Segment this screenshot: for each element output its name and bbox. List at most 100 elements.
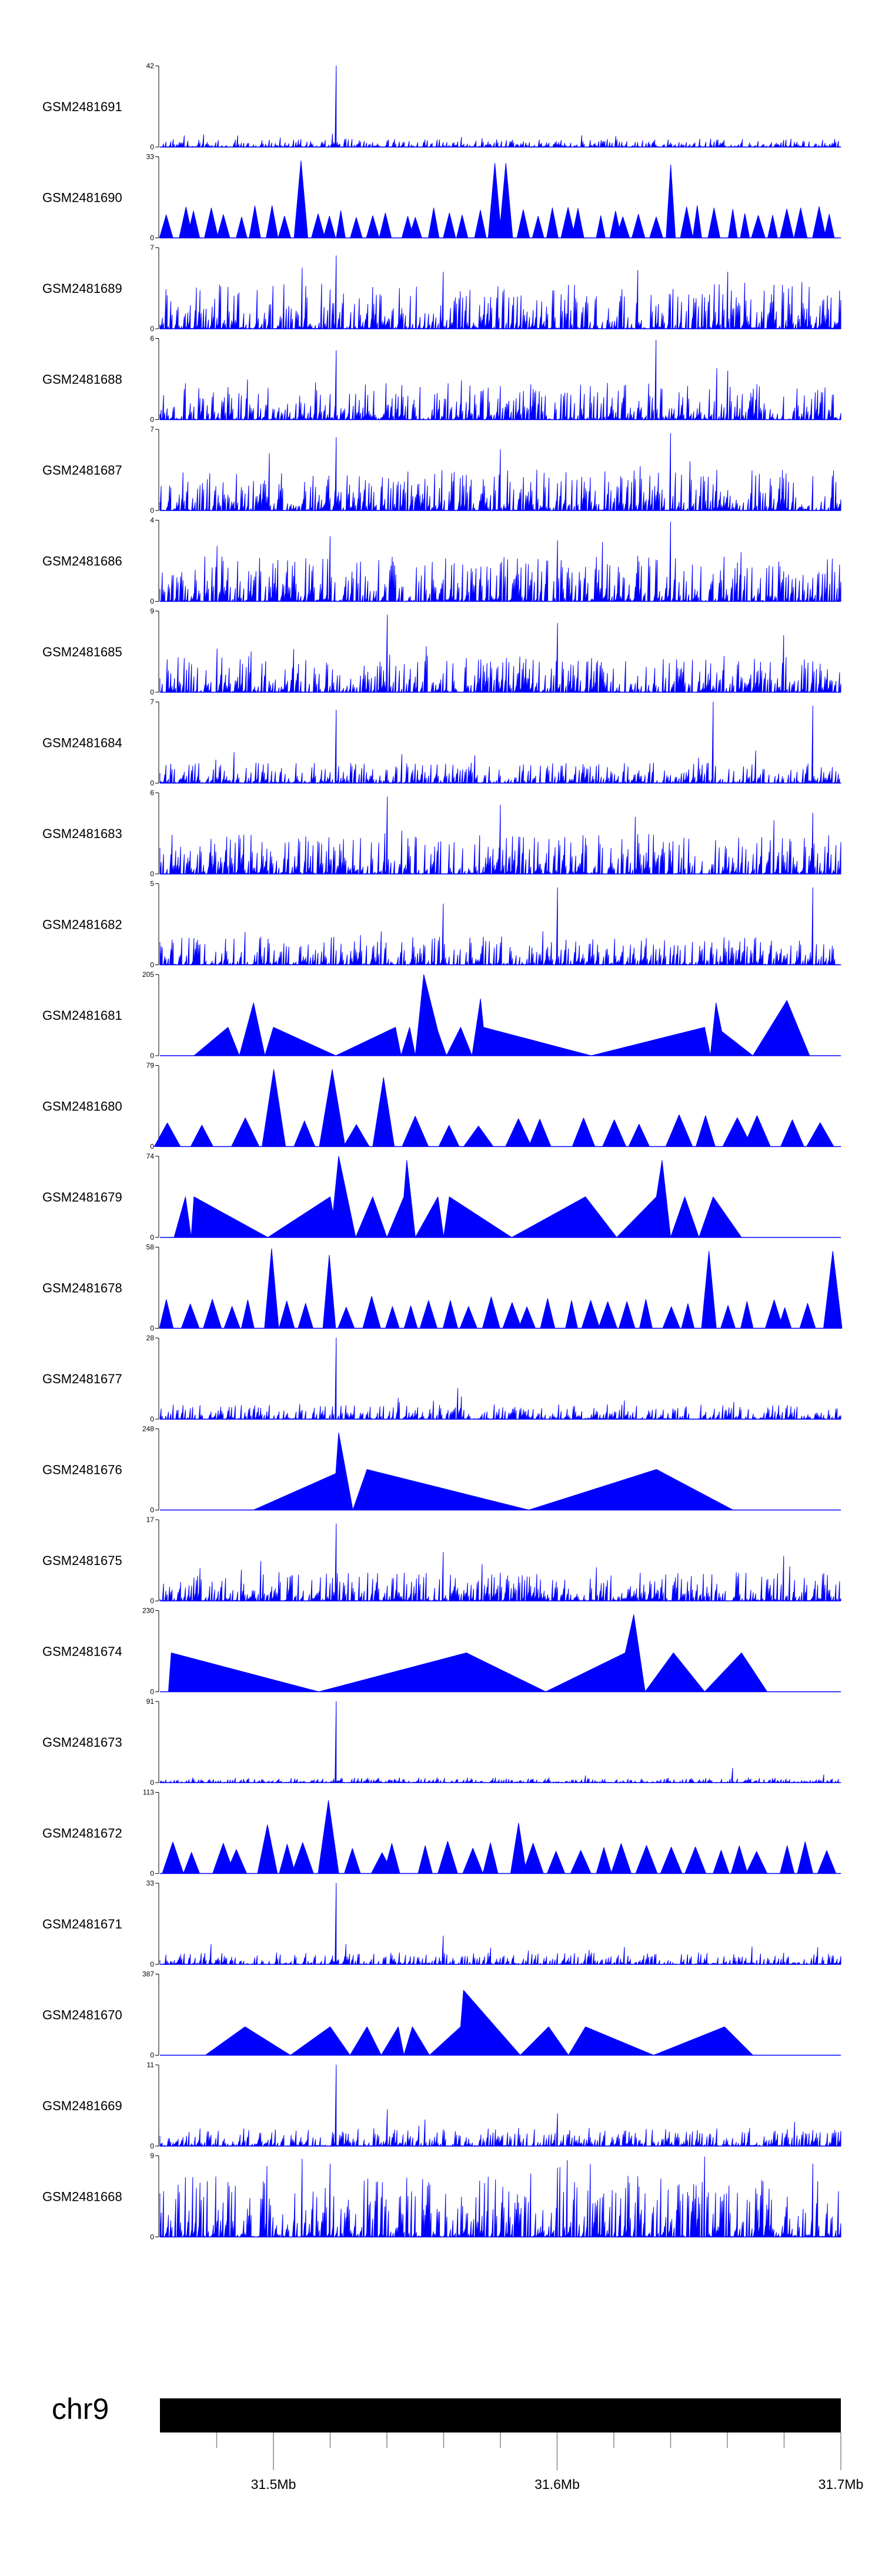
track-GSM2481688: GSM2481688 6 0 <box>42 335 841 424</box>
track-label: GSM2481674 <box>42 1644 122 1659</box>
coverage-area <box>253 1432 734 1510</box>
track-label: GSM2481685 <box>42 645 122 659</box>
track-GSM2481672: GSM2481672 113 0 <box>42 1788 841 1878</box>
y-tick-label-zero: 0 <box>150 2051 154 2060</box>
track-GSM2481690: GSM2481690 33 0 <box>42 153 841 242</box>
track-label: GSM2481673 <box>42 1735 122 1750</box>
y-tick-label-zero: 0 <box>150 506 154 515</box>
track-GSM2481684: GSM2481684 7 0 <box>42 698 841 788</box>
track-GSM2481681: GSM2481681 205 0 <box>42 970 841 1060</box>
track-label: GSM2481688 <box>42 372 122 387</box>
y-tick-label-max: 33 <box>146 1879 155 1887</box>
track-label: GSM2481668 <box>42 2190 122 2204</box>
y-tick-label-zero: 0 <box>150 1143 154 1151</box>
y-tick-label-zero: 0 <box>150 1415 154 1423</box>
coverage-area <box>159 1337 841 1420</box>
track-label: GSM2481691 <box>42 99 122 114</box>
y-tick-label-max: 17 <box>146 1516 155 1524</box>
track-label: GSM2481680 <box>42 1099 122 1114</box>
y-tick-label-max: 28 <box>146 1334 155 1342</box>
y-tick-label-zero: 0 <box>150 2233 154 2241</box>
chromosome-label: chr9 <box>52 2393 109 2425</box>
y-tick-label-zero: 0 <box>150 688 154 696</box>
y-tick-label-max: 9 <box>150 2152 154 2160</box>
y-tick-label-zero: 0 <box>150 1870 154 1878</box>
track-GSM2481668: GSM2481668 9 0 <box>42 2152 841 2241</box>
track-GSM2481676: GSM2481676 248 0 <box>42 1425 841 1514</box>
x-tick-label: 31.6Mb <box>534 2477 580 2492</box>
y-tick-label-max: 79 <box>146 1062 155 1070</box>
track-label: GSM2481670 <box>42 2008 122 2023</box>
y-tick-label-zero: 0 <box>150 325 154 333</box>
y-tick-label-zero: 0 <box>150 2142 154 2150</box>
x-tick-label: 31.5Mb <box>251 2477 296 2492</box>
track-GSM2481687: GSM2481687 7 0 <box>42 425 841 515</box>
y-tick-label-zero: 0 <box>150 1597 154 1605</box>
y-tick-label-max: 7 <box>150 243 154 252</box>
track-label: GSM2481672 <box>42 1826 122 1841</box>
y-tick-label-max: 230 <box>142 1607 154 1615</box>
track-GSM2481671: GSM2481671 33 0 <box>42 1879 841 1968</box>
track-label: GSM2481684 <box>42 736 122 750</box>
track-GSM2481689: GSM2481689 7 0 <box>42 243 841 333</box>
track-label: GSM2481682 <box>42 917 122 932</box>
y-tick-label-zero: 0 <box>150 1233 154 1242</box>
track-GSM2481669: GSM2481669 11 0 <box>42 2061 841 2150</box>
track-label: GSM2481675 <box>42 1553 122 1568</box>
track-GSM2481685: GSM2481685 9 0 <box>42 607 841 696</box>
y-tick-label-max: 74 <box>146 1152 155 1160</box>
coverage-area <box>159 2064 841 2147</box>
track-GSM2481677: GSM2481677 28 0 <box>42 1334 841 1423</box>
y-tick-label-max: 4 <box>150 516 154 525</box>
track-label: GSM2481690 <box>42 191 122 205</box>
y-tick-label-max: 6 <box>150 789 154 797</box>
y-tick-label-max: 33 <box>146 153 155 161</box>
x-tick-label: 31.7Mb <box>818 2477 864 2492</box>
y-tick-label-zero: 0 <box>150 1778 154 1787</box>
y-tick-label-max: 91 <box>146 1697 155 1706</box>
coverage-area <box>173 1156 742 1238</box>
track-GSM2481682: GSM2481682 5 0 <box>42 880 841 969</box>
coverage-area <box>159 2156 841 2237</box>
track-GSM2481675: GSM2481675 17 0 <box>42 1516 841 1605</box>
y-tick-label-max: 11 <box>147 2061 155 2069</box>
track-label: GSM2481679 <box>42 1190 122 1204</box>
track-label: GSM2481671 <box>42 1917 122 1931</box>
track-GSM2481679: GSM2481679 74 0 <box>42 1152 841 1242</box>
track-label: GSM2481686 <box>42 554 122 569</box>
coverage-area <box>159 521 841 602</box>
y-tick-label-max: 248 <box>142 1425 154 1433</box>
y-tick-label-zero: 0 <box>150 779 154 788</box>
y-tick-label-zero: 0 <box>150 1688 154 1696</box>
track-GSM2481670: GSM2481670 387 0 <box>42 1970 841 2060</box>
track-stack: GSM2481691420GSM2481690330GSM248168970GS… <box>42 62 843 2241</box>
track-label: GSM2481681 <box>42 1008 122 1023</box>
genome-axis: chr9 31.5Mb 31.6Mb 31.7Mb <box>52 2393 863 2492</box>
track-GSM2481691: GSM2481691 42 0 <box>42 62 841 151</box>
y-tick-label-max: 387 <box>142 1970 154 1978</box>
track-GSM2481673: GSM2481673 91 0 <box>42 1697 841 1787</box>
y-tick-label-max: 5 <box>150 880 154 888</box>
track-label: GSM2481677 <box>42 1372 122 1386</box>
y-tick-label-max: 7 <box>150 698 154 706</box>
y-tick-label-zero: 0 <box>150 143 154 151</box>
y-tick-label-max: 205 <box>142 970 154 979</box>
y-tick-label-max: 42 <box>146 62 155 70</box>
chromosome-bar <box>160 2398 841 2432</box>
track-label: GSM2481687 <box>42 463 122 478</box>
track-GSM2481686: GSM2481686 4 0 <box>42 516 841 606</box>
y-tick-label-zero: 0 <box>150 1960 154 1968</box>
y-tick-label-zero: 0 <box>150 598 154 606</box>
y-tick-label-zero: 0 <box>150 1506 154 1514</box>
y-tick-label-max: 7 <box>150 425 154 433</box>
track-GSM2481678: GSM2481678 58 0 <box>42 1243 843 1333</box>
track-label: GSM2481676 <box>42 1463 122 1477</box>
track-GSM2481683: GSM2481683 6 0 <box>42 789 841 878</box>
y-tick-label-max: 6 <box>150 335 154 343</box>
y-tick-label-zero: 0 <box>150 234 154 242</box>
track-GSM2481674: GSM2481674 230 0 <box>42 1607 841 1696</box>
y-tick-label-max: 9 <box>150 607 154 615</box>
y-tick-label-max: 58 <box>146 1243 155 1252</box>
